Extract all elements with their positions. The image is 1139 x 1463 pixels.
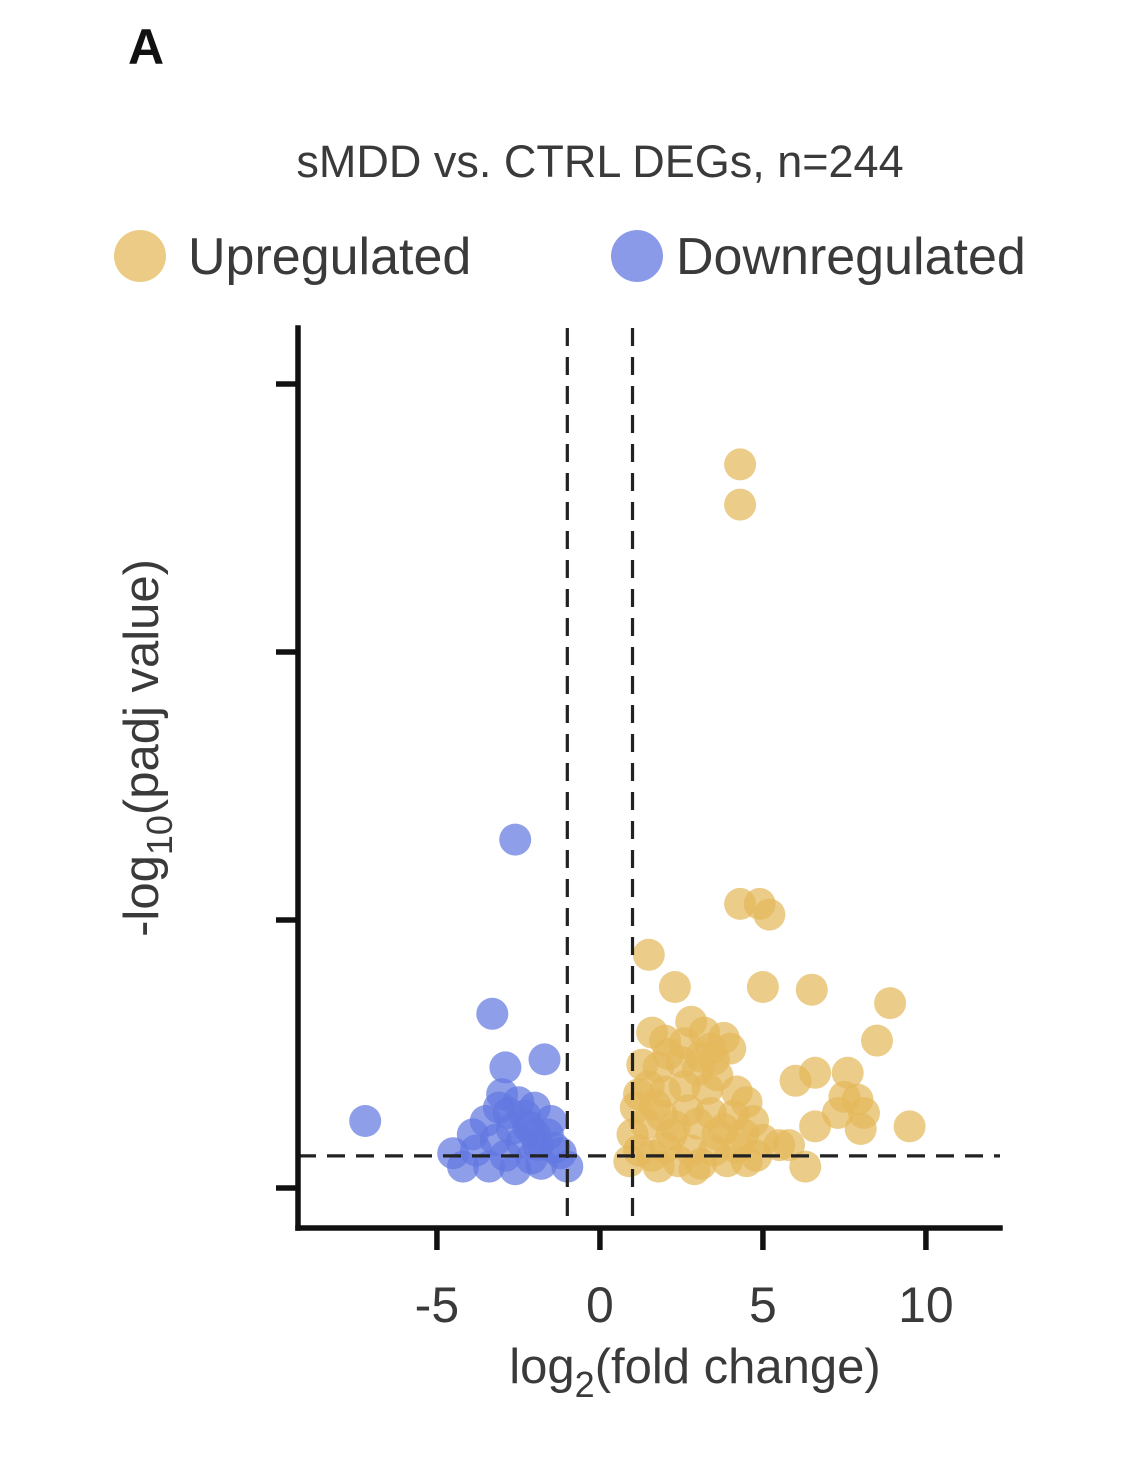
- point-downregulated-21: [447, 1150, 479, 1183]
- point-downregulated-3: [489, 1051, 522, 1084]
- y-axis-title-subscript: 10: [139, 815, 180, 855]
- point-upregulated-10: [861, 1024, 893, 1057]
- legend-label-downregulated: Downregulated: [676, 228, 1026, 286]
- chart-title: sMDD vs. CTRL DEGs, n=244: [296, 136, 903, 187]
- threshold-lines: [298, 328, 1000, 1228]
- svg-text:log2(fold change): log2(fold change): [509, 1340, 880, 1405]
- point-downregulated-29: [482, 1091, 515, 1124]
- axis-ticks: -5 0 5 10: [276, 381, 954, 1333]
- svg-text:-log10(padj value): -log10(padj value): [115, 559, 180, 937]
- x-axis-title: log2(fold change): [509, 1340, 880, 1405]
- point-downregulated-2: [528, 1043, 561, 1076]
- point-downregulated-0: [499, 823, 532, 856]
- point-upregulated-4: [753, 898, 786, 931]
- point-upregulated-70: [616, 1118, 649, 1151]
- x-tick-label-3: 10: [898, 1277, 954, 1333]
- point-upregulated-67: [668, 1027, 701, 1060]
- point-upregulated-7: [746, 971, 779, 1003]
- x-tick-label-0: -5: [415, 1277, 459, 1333]
- point-upregulated-6: [658, 971, 691, 1003]
- y-axis-title-main: -log: [115, 855, 169, 937]
- point-downregulated-31: [518, 1118, 551, 1151]
- point-upregulated-69: [626, 1048, 659, 1081]
- point-upregulated-72: [655, 1118, 688, 1151]
- point-downregulated-26: [456, 1118, 489, 1151]
- x-axis-title-main: log: [509, 1340, 574, 1394]
- point-upregulated-29: [828, 1080, 861, 1113]
- point-upregulated-8: [795, 973, 828, 1006]
- point-upregulated-74: [642, 1150, 675, 1183]
- point-downregulated-1: [476, 997, 509, 1030]
- legend-marker-upregulated: [114, 230, 166, 282]
- point-upregulated-34: [691, 1072, 724, 1105]
- x-tick-label-1: 0: [586, 1277, 614, 1333]
- point-upregulated-27: [799, 1110, 832, 1143]
- point-upregulated-76: [740, 1139, 773, 1172]
- point-upregulated-41: [789, 1150, 822, 1183]
- point-downregulated-23: [499, 1153, 532, 1186]
- point-downregulated-25: [551, 1150, 584, 1183]
- point-downregulated-22: [473, 1150, 506, 1183]
- panel-label: A: [128, 19, 164, 75]
- data-points: [349, 448, 926, 1186]
- point-upregulated-0: [724, 448, 757, 481]
- legend-label-upregulated: Upregulated: [188, 228, 471, 286]
- point-upregulated-5: [632, 938, 665, 971]
- x-axis-title-subscript: 2: [575, 1364, 595, 1405]
- point-upregulated-28: [844, 1113, 877, 1145]
- y-axis-title: -log10(padj value): [115, 559, 180, 937]
- x-tick-label-2: 5: [749, 1277, 777, 1333]
- point-upregulated-22: [779, 1064, 812, 1097]
- point-upregulated-62: [639, 1088, 672, 1121]
- legend-marker-downregulated: [611, 230, 663, 282]
- point-upregulated-21: [831, 1056, 864, 1089]
- point-downregulated-4: [349, 1105, 382, 1137]
- point-upregulated-73: [701, 1118, 734, 1151]
- point-upregulated-75: [678, 1153, 711, 1186]
- point-upregulated-68: [694, 1032, 727, 1065]
- x-axis-title-rest: (fold change): [595, 1340, 881, 1394]
- point-upregulated-9: [874, 987, 907, 1020]
- point-upregulated-1: [724, 488, 757, 521]
- y-axis-title-rest: (padj value): [115, 559, 169, 815]
- legend: Upregulated Downregulated: [114, 228, 1026, 286]
- axes: [295, 325, 1003, 1231]
- point-upregulated-26: [893, 1110, 926, 1143]
